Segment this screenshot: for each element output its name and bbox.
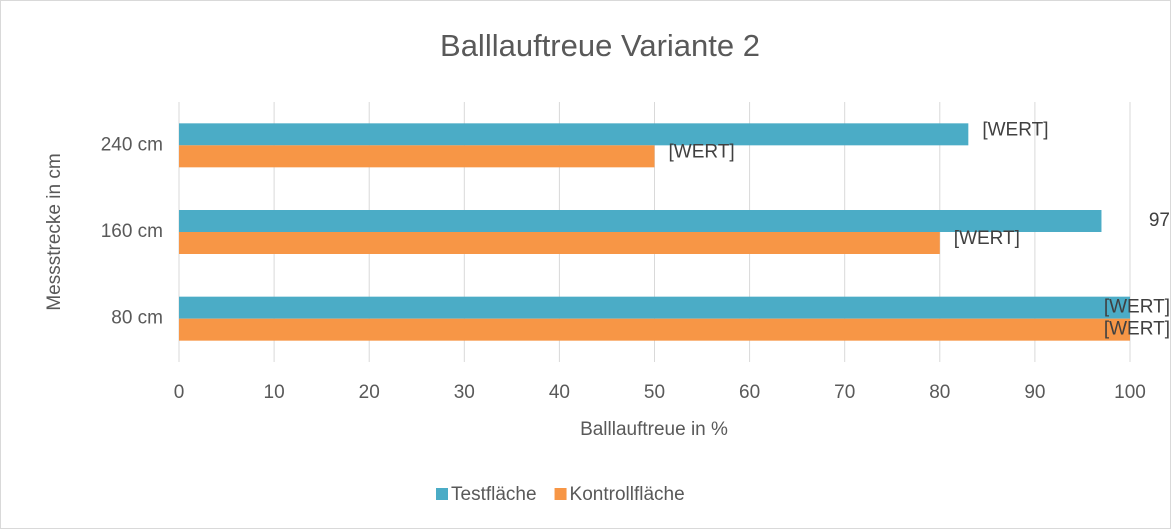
x-tick-label: 40 (549, 382, 570, 403)
value-label: [WERT] (982, 119, 1048, 140)
y-tick-label: 240 cm (101, 134, 163, 155)
x-tick-label: 100 (1114, 382, 1146, 403)
legend-swatch (436, 488, 448, 500)
y-tick-label: 160 cm (101, 221, 163, 242)
x-tick-label: 80 (929, 382, 950, 403)
bar (179, 296, 1130, 319)
x-tick-label: 0 (174, 382, 185, 403)
x-tick-label: 60 (739, 382, 760, 403)
value-label: [WERT] (1104, 319, 1170, 340)
legend-swatch (554, 488, 567, 500)
y-tick-label: 80 cm (111, 308, 163, 329)
chart-title: Balllauftreue Variante 2 (440, 28, 760, 63)
bar (179, 145, 655, 168)
x-tick-label: 20 (359, 382, 380, 403)
bar (179, 210, 1102, 232)
value-label: [WERT] (954, 228, 1020, 249)
value-label: [WERT] (669, 141, 735, 162)
x-tick-label: 70 (834, 382, 855, 403)
x-tick-label: 90 (1024, 382, 1045, 403)
bar (179, 318, 1130, 341)
bar (179, 232, 940, 254)
y-axis-label: Messstrecke in cm (44, 153, 65, 310)
x-tick-label: 50 (644, 382, 665, 403)
x-axis-label: Balllauftreue in % (580, 419, 728, 440)
x-tick-label: 10 (264, 382, 285, 403)
value-label: 97 (1149, 210, 1170, 231)
x-tick-label: 30 (454, 382, 475, 403)
legend-label: Testfläche (451, 484, 537, 505)
bar (179, 123, 969, 146)
value-label: [WERT] (1104, 297, 1170, 318)
legend-label: Kontrollfläche (570, 484, 685, 505)
